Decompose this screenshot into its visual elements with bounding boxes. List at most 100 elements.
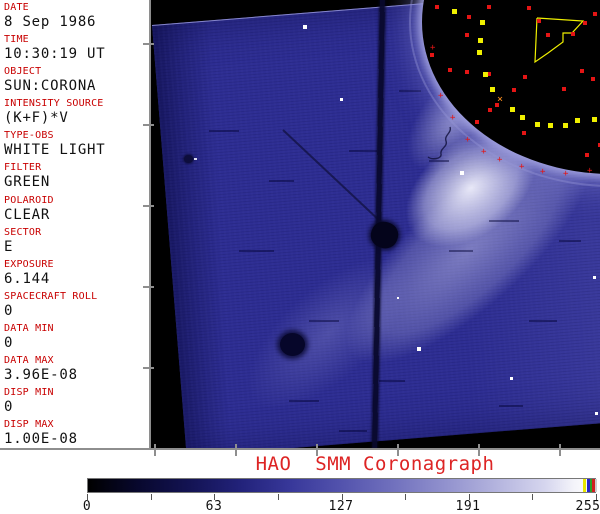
red-dot-marker (583, 21, 587, 25)
bottom-axis-tick (559, 444, 561, 456)
field-label: SECTOR (4, 226, 42, 238)
red-dot-marker (537, 19, 541, 23)
red-dot-marker (522, 131, 526, 135)
field-value: 6.144 (4, 270, 51, 287)
field-value: 10:30:19 UT (4, 46, 106, 63)
dark-streak-artifact (289, 400, 319, 402)
field-polaroid: POLAROID CLEAR (0, 193, 148, 225)
field-date: DATE 8 Sep 1986 (0, 0, 148, 32)
white-speck-artifact (417, 347, 421, 351)
red-dot-marker (475, 120, 479, 124)
colorbar-tick (596, 493, 598, 500)
colorbar-label: 127 (328, 499, 354, 514)
field-label: FILTER (4, 162, 42, 174)
field-label: POLAROID (4, 194, 54, 206)
red-dot-marker (430, 53, 434, 57)
field-intensity-source: INTENSITY SOURCE (K+F)*V (0, 96, 148, 128)
bottom-axis-tick (154, 444, 156, 456)
white-speck-artifact (303, 25, 307, 29)
colorbar-annotation-stripe (595, 479, 597, 492)
red-dot-marker (512, 88, 516, 92)
yellow-dot-marker (575, 118, 580, 123)
yellow-dot-marker (592, 117, 597, 122)
dark-streak-artifact (489, 220, 519, 222)
field-value: 1.00E-08 (4, 431, 78, 448)
red-plus-marker: + (587, 166, 593, 176)
field-label: DISP MIN (4, 387, 54, 399)
dark-streak-artifact (209, 130, 239, 132)
dark-streak-artifact (399, 90, 421, 92)
left-axis-tick (143, 43, 154, 45)
field-time: TIME 10:30:19 UT (0, 32, 148, 64)
dark-streak-artifact (449, 250, 473, 252)
colorbar-tick (214, 493, 216, 500)
red-dot-marker (523, 75, 527, 79)
left-axis-tick (143, 286, 154, 288)
red-dot-marker (546, 33, 550, 37)
yellow-dot-marker (548, 123, 553, 128)
yellow-dot-marker (535, 122, 540, 127)
colorbar-label: 0 (82, 499, 92, 514)
field-filter: FILTER GREEN (0, 160, 148, 192)
dark-streak-artifact (499, 405, 523, 407)
colorbar-tick (405, 493, 407, 500)
orange-x-marker: × (497, 94, 504, 105)
colorbar-annotation-stripe (590, 479, 592, 492)
bottom-axis-tick (235, 444, 237, 456)
metadata-panel: DATE 8 Sep 1986 TIME 10:30:19 UT OBJECT SUN… (0, 0, 148, 450)
bottom-axis-line (0, 448, 600, 450)
dark-streak-artifact (339, 430, 367, 432)
left-axis-tick (143, 124, 154, 126)
colorbar-tick (341, 493, 343, 500)
field-sector: SECTOR E (0, 225, 148, 257)
field-exposure: EXPOSURE 6.144 (0, 257, 148, 289)
colorbar-tick (468, 493, 470, 500)
yellow-dot-marker (510, 107, 515, 112)
red-plus-marker: + (563, 169, 569, 179)
yellow-dot-marker (452, 9, 457, 14)
yellow-dot-marker (563, 123, 568, 128)
field-data-max: DATA MAX 3.96E-08 (0, 353, 148, 385)
colorbar-tick (150, 493, 152, 500)
image-title: HAO SMM Coronagraph (255, 453, 495, 475)
field-label: DATA MIN (4, 322, 54, 334)
red-plus-marker: + (540, 167, 546, 177)
yellow-dot-marker (490, 87, 495, 92)
red-plus-marker: + (497, 155, 503, 165)
colorbar-tick (532, 493, 534, 500)
field-label: DATA MAX (4, 355, 54, 367)
left-axis-tick (143, 367, 154, 369)
field-label: DISP MAX (4, 419, 54, 431)
field-value: 0 (4, 399, 14, 416)
red-dot-marker (488, 108, 492, 112)
field-disp-max: DISP MAX 1.00E-08 (0, 417, 148, 449)
red-dot-marker (591, 77, 595, 81)
red-plus-marker: + (430, 43, 436, 53)
red-dot-marker (467, 15, 471, 19)
field-disp-min: DISP MIN 0 (0, 385, 148, 417)
red-dot-marker (465, 33, 469, 37)
bottom-axis-tick (316, 444, 318, 456)
colorbar-annotation-stripe (587, 479, 590, 492)
red-dot-marker (448, 68, 452, 72)
dark-streak-artifact (269, 180, 294, 182)
dark-streak-artifact (239, 250, 274, 252)
red-dot-marker (435, 5, 439, 9)
bottom-axis-tick (478, 444, 480, 456)
field-value: (K+F)*V (4, 110, 69, 127)
dark-artifact-blob (280, 333, 305, 356)
white-speck-artifact (397, 297, 399, 299)
red-plus-marker: + (465, 135, 471, 145)
yellow-region-polygon (534, 17, 585, 64)
field-label: TIME (4, 34, 29, 46)
red-dot-marker (598, 143, 600, 147)
yellow-dot-marker (480, 20, 485, 25)
dark-streak-artifact (429, 160, 449, 162)
field-label: OBJECT (4, 66, 42, 78)
colorbar-label: 191 (455, 499, 481, 514)
colorbar-tick (277, 493, 279, 500)
field-label: SPACECRAFT ROLL (4, 290, 98, 302)
bright-pixel-artifact (194, 158, 197, 160)
colorbar (87, 478, 597, 493)
